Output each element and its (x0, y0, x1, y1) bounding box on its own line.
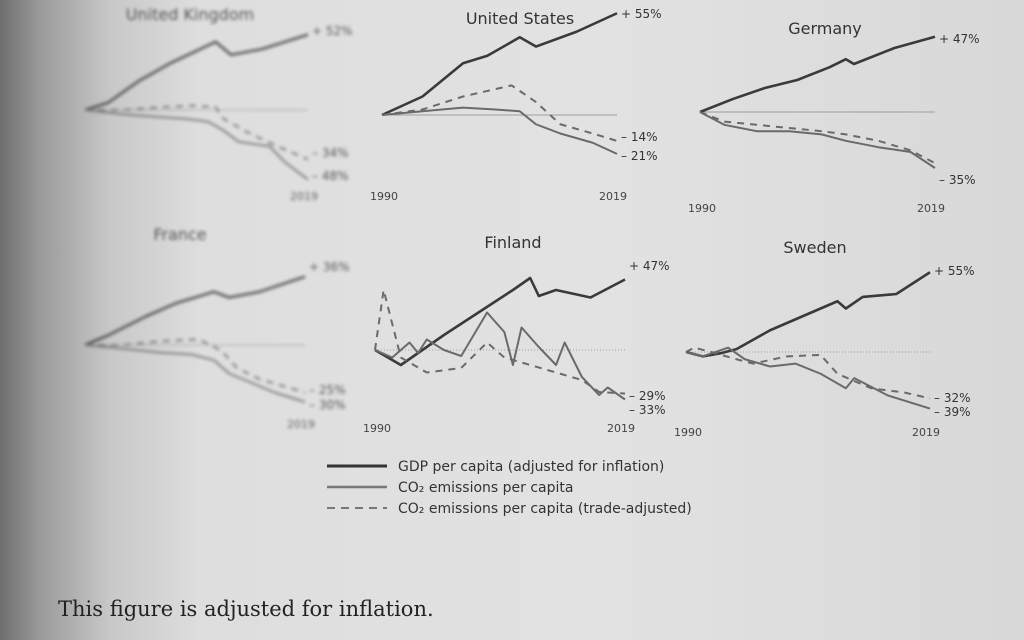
end-label: – 48% (312, 169, 349, 183)
series-gdp (685, 271, 931, 358)
x-start-label: 1990 (688, 202, 716, 215)
series-co2_trade (85, 104, 309, 161)
end-label: – 25% (309, 383, 346, 397)
panel-title: United Kingdom (126, 5, 254, 24)
figure-caption: This figure is adjusted for inflation. (58, 597, 434, 621)
series-co2 (84, 109, 309, 181)
end-label: + 36% (309, 260, 350, 274)
legend-co2-trade-label: CO₂ emissions per capita (trade-adjusted… (398, 501, 692, 517)
series-co2_trade (699, 111, 936, 165)
panel-united-states: United States + 55% – 14% – 21% 1990 2019 (370, 7, 662, 203)
legend: GDP per capita (adjusted for inflation) … (327, 459, 692, 517)
series-co2 (381, 106, 618, 155)
legend-co2-label: CO₂ emissions per capita (398, 480, 574, 496)
series-co2 (685, 346, 931, 410)
end-label: – 33% (629, 403, 666, 417)
x-end-label: 2019 (912, 426, 940, 439)
end-label: – 34% (312, 146, 349, 160)
panel-france: France + 36% – 25%– 30% 2019 (84, 225, 350, 431)
panel-title: Germany (788, 19, 862, 38)
panel-title: Finland (484, 233, 541, 252)
x-start-label: 1990 (674, 426, 702, 439)
series-co2 (699, 111, 936, 169)
panel-title: France (153, 225, 206, 244)
end-label: – 39% (934, 405, 971, 419)
end-label: – 29% (629, 389, 666, 403)
end-label: + 55% (934, 264, 975, 278)
panel-title: Sweden (783, 238, 846, 257)
x-end-label: 2019 (287, 418, 315, 431)
series-gdp (381, 12, 618, 117)
end-label: – 30% (309, 398, 346, 412)
end-label: – 32% (934, 391, 971, 405)
panel-united-kingdom: United Kingdom + 52% – 34% – 48% 2019 (84, 5, 353, 203)
series-co2 (374, 311, 626, 401)
panel-title: United States (466, 9, 574, 28)
end-label: – 21% (621, 149, 658, 163)
x-end-label: 2019 (607, 422, 635, 435)
series-co2_trade (374, 289, 626, 395)
series-gdp (84, 275, 306, 347)
end-label: + 47% (939, 32, 980, 46)
x-end-label: 2019 (599, 190, 627, 203)
end-label: + 47% (629, 259, 670, 273)
series-co2 (84, 344, 306, 403)
series-co2_trade (85, 338, 306, 394)
series-gdp (699, 35, 936, 114)
series-gdp (374, 276, 626, 367)
panel-finland: Finland + 47% – 29%– 33% 1990 2019 (363, 233, 670, 435)
series-gdp (84, 33, 309, 112)
x-end-label: 2019 (917, 202, 945, 215)
end-label: + 52% (312, 24, 353, 38)
end-label: – 35% (939, 173, 976, 187)
x-start-label: 1990 (370, 190, 398, 203)
end-label: – 14% (621, 130, 658, 144)
x-start-label: 1990 (363, 422, 391, 435)
series-co2_trade (685, 346, 931, 400)
end-label: + 55% (621, 7, 662, 21)
panel-germany: Germany + 47% – 35% 1990 2019 (688, 19, 980, 215)
legend-gdp-label: GDP per capita (adjusted for inflation) (398, 459, 664, 475)
series-co2_trade (381, 84, 618, 142)
panel-sweden: Sweden + 55% – 32%– 39% 1990 2019 (674, 238, 975, 439)
x-end-label: 2019 (290, 190, 318, 203)
